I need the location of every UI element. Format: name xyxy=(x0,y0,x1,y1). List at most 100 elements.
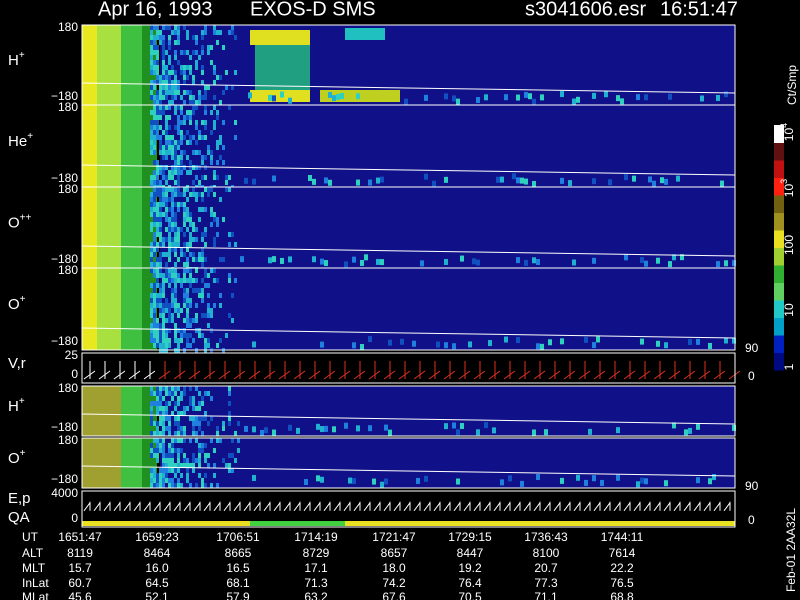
spectrum-cell xyxy=(156,318,159,323)
spectrum-cell xyxy=(159,30,162,35)
spectrum-cell xyxy=(162,343,165,348)
colorbar-step xyxy=(774,212,784,231)
spectrum-cell xyxy=(189,192,192,197)
spectrum-cell xyxy=(153,318,156,323)
spectrum-cell xyxy=(332,95,336,102)
spectrum-cell xyxy=(165,237,168,242)
spectrum-cell xyxy=(85,268,88,350)
spectrum-cell xyxy=(139,105,142,187)
spectrum-cell xyxy=(153,293,156,298)
spectrum-cell xyxy=(201,30,204,35)
spectrum-cell xyxy=(248,92,252,99)
spectrum-cell xyxy=(133,105,136,187)
spectrum-cell xyxy=(204,125,207,130)
spectrum-cell xyxy=(192,416,195,421)
spectrum-cell xyxy=(156,120,159,125)
spectrum-cell xyxy=(156,293,159,298)
spectrum-cell xyxy=(82,268,85,350)
spectrum-cell xyxy=(165,217,168,222)
spectrum-cell xyxy=(177,463,180,468)
spectrum-cell xyxy=(150,303,153,308)
spectrum-cell xyxy=(432,180,436,187)
tick-glyph xyxy=(313,501,321,512)
trend-line xyxy=(81,327,736,339)
spectrum-cell xyxy=(103,187,106,268)
qa-bar xyxy=(82,521,735,526)
spectrum-cell xyxy=(508,475,512,482)
spectrum-cell xyxy=(150,247,153,252)
spectrum-cell xyxy=(456,478,460,485)
spectrum-cell xyxy=(174,303,177,308)
spectrum-cell xyxy=(201,160,204,165)
spectrum-cell xyxy=(316,475,320,482)
colorbar-step xyxy=(774,195,784,213)
spectrum-cell xyxy=(177,30,180,35)
spectrum-cell xyxy=(165,70,168,75)
spectrum-cell xyxy=(112,438,115,488)
spectrum-cell xyxy=(204,411,207,416)
spectrum-cell xyxy=(207,50,210,55)
spectrum-cell xyxy=(192,135,195,140)
spectrum-cell xyxy=(596,336,600,343)
spectrum-cell xyxy=(165,135,168,140)
tick-glyph xyxy=(703,501,711,512)
spectrum-cell xyxy=(732,424,736,431)
spectrum-cell xyxy=(94,25,97,105)
spectrum-cell xyxy=(159,125,162,130)
spectrum-cell xyxy=(201,288,204,293)
spectrum-cell xyxy=(106,438,109,488)
spectrum-cell xyxy=(204,110,207,115)
tick-glyph xyxy=(683,361,696,380)
spectrum-cell xyxy=(153,483,156,488)
spectrum-cell xyxy=(180,135,183,140)
spectrum-cell xyxy=(168,125,171,130)
spectrum-cell xyxy=(500,479,504,486)
spectrum-cell xyxy=(162,155,165,160)
panel-label-sup: ++ xyxy=(20,212,32,223)
spectrum-cell xyxy=(636,481,640,488)
spectrum-cell xyxy=(156,90,159,95)
tick-glyph xyxy=(213,501,221,512)
spectrum-cell xyxy=(165,155,168,160)
panel-label-sup: + xyxy=(20,294,26,305)
spectrum-cell xyxy=(186,207,189,212)
spectrum-cell xyxy=(180,431,183,436)
spectrum-cell xyxy=(171,222,174,227)
spectrum-cell xyxy=(171,463,174,468)
tick-glyph xyxy=(343,501,351,512)
spectrum-cell xyxy=(732,337,736,344)
spectrum-cell xyxy=(180,120,183,125)
spectrum-cell xyxy=(198,453,201,458)
tick-glyph xyxy=(563,361,576,380)
spectrum-cell xyxy=(198,401,201,406)
spectrum-cell xyxy=(183,202,186,207)
spectrum-cell xyxy=(162,468,165,473)
tick-glyph xyxy=(143,501,151,512)
spectrum-cell xyxy=(624,174,628,181)
spectrum-cell xyxy=(216,175,219,180)
spectrum-cell xyxy=(204,175,207,180)
spectrum-cell xyxy=(174,333,177,338)
spectrum-cell xyxy=(216,426,219,431)
spectrum-cell xyxy=(195,257,198,262)
spectrum-cell xyxy=(380,259,384,266)
spectrum-cell xyxy=(162,110,165,115)
spectrum-cell xyxy=(165,145,168,150)
spectrum-cell xyxy=(180,202,183,207)
tick-glyph xyxy=(493,501,501,512)
spectrum-cell xyxy=(171,478,174,483)
spectrum-cell xyxy=(159,478,162,483)
spectrum-cell xyxy=(159,386,162,391)
spectrum-cell xyxy=(174,105,177,110)
spectrum-cell xyxy=(165,85,168,90)
spectrum-cell xyxy=(177,478,180,483)
spectrum-cell xyxy=(189,318,192,323)
spectrum-cell xyxy=(156,115,159,120)
spectrum-cell xyxy=(201,45,204,50)
spectrum-cell xyxy=(636,94,640,101)
spectrum-cell xyxy=(174,165,177,170)
colorbar-label: 10 xyxy=(782,303,796,317)
spectrum-cell xyxy=(88,438,91,488)
spectrum-cell xyxy=(171,80,174,85)
spectrum-cell xyxy=(198,207,201,212)
